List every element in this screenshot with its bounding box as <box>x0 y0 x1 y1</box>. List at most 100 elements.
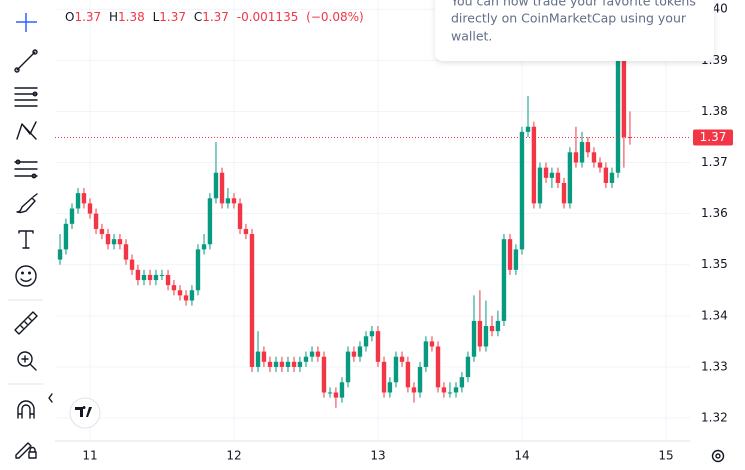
trend-line-tool[interactable] <box>14 49 38 73</box>
candle-body <box>105 234 111 245</box>
candle-body <box>597 162 603 168</box>
candle-body <box>465 356 471 378</box>
candle-body <box>441 387 447 393</box>
magnet-tool[interactable] <box>17 400 35 419</box>
x-tick-label: 15 <box>658 449 673 463</box>
candle-body <box>87 203 93 214</box>
lock-draw-tool[interactable] <box>15 442 37 459</box>
y-tick-label: 1.38 <box>701 104 728 118</box>
candle-body <box>537 167 543 204</box>
zoom-tool[interactable] <box>17 351 37 371</box>
candle-body <box>261 351 267 362</box>
candle-body <box>591 152 597 163</box>
candle-body <box>621 29 627 137</box>
candle-body <box>435 346 441 388</box>
candle-body <box>519 131 525 250</box>
popup-card <box>435 0 714 61</box>
legend-label: O <box>65 10 74 24</box>
candle-body <box>285 361 291 367</box>
candle-body <box>273 361 279 367</box>
candle-body <box>453 387 459 393</box>
candle-body <box>561 182 567 204</box>
candle-body <box>585 142 591 153</box>
candle-body <box>69 208 75 224</box>
candle-body <box>573 152 579 163</box>
candle-body <box>489 326 495 332</box>
candle-body <box>129 259 135 270</box>
candle-body <box>423 341 429 367</box>
candle-body <box>75 193 81 209</box>
candle-body <box>195 249 201 291</box>
candle-body <box>615 29 621 173</box>
candle-body <box>447 392 453 394</box>
candle-body <box>531 126 537 204</box>
fib-tool[interactable] <box>14 159 38 179</box>
ruler-tool[interactable] <box>14 311 38 335</box>
y-tick-label: 1.32 <box>701 411 728 425</box>
text-tool[interactable] <box>18 230 34 249</box>
popup: You can now trade your favorite tokens d… <box>435 0 714 61</box>
legend-value: 1.38 <box>118 10 145 24</box>
candle-body <box>579 142 585 163</box>
candle-body <box>555 172 561 183</box>
candle-body <box>147 274 153 281</box>
candle-body <box>201 244 207 250</box>
candle-body <box>609 172 615 183</box>
grid <box>55 0 690 440</box>
candle-body <box>549 172 555 178</box>
candle-body <box>99 228 105 235</box>
crosshair-tool[interactable] <box>16 13 37 32</box>
candle-body <box>249 234 255 367</box>
candles <box>57 0 633 408</box>
candle-body <box>381 361 387 393</box>
settings-button[interactable] <box>711 449 725 463</box>
collapse-handle[interactable] <box>46 386 54 410</box>
candle-body <box>375 331 381 362</box>
candle-body <box>309 351 315 357</box>
candle-body <box>117 239 123 245</box>
candle-body <box>243 228 249 235</box>
pattern-tool[interactable] <box>16 121 37 140</box>
candle-body <box>459 377 465 388</box>
candle-body <box>483 326 489 347</box>
toolbar <box>8 13 54 459</box>
legend-value: 1.37 <box>74 10 101 24</box>
candle-body <box>279 361 285 367</box>
y-tick-label: 1.36 <box>701 206 728 220</box>
legend-value: 1.37 <box>202 10 229 24</box>
x-tick-label: 12 <box>226 449 241 463</box>
candle-body <box>237 203 243 229</box>
x-tick-label: 13 <box>370 449 385 463</box>
candle-body <box>369 331 375 337</box>
candle-body <box>171 285 177 291</box>
candle-body <box>189 290 195 301</box>
candle-body <box>477 320 483 347</box>
y-tick-label: 1.33 <box>701 359 728 373</box>
brush-tool[interactable] <box>16 193 38 214</box>
candle-body <box>399 356 405 362</box>
emoji-tool[interactable] <box>15 265 37 287</box>
tradingview-logo[interactable] <box>69 397 101 429</box>
candle-body <box>207 198 213 245</box>
candle-body <box>543 167 549 178</box>
price-tag <box>693 129 733 146</box>
candle-body <box>165 274 171 286</box>
candle-body <box>57 249 63 260</box>
candle-body <box>219 172 225 204</box>
candle-body <box>123 244 129 260</box>
candle-body <box>183 295 189 301</box>
lines-tool[interactable] <box>14 87 38 107</box>
candle-body <box>303 356 309 362</box>
candle-body <box>351 351 357 357</box>
candle-body <box>291 361 297 367</box>
candle-body <box>213 172 219 199</box>
candle-body <box>177 290 183 296</box>
y-tick-label: 1.37 <box>701 155 728 169</box>
candle-body <box>141 274 147 281</box>
candle-body <box>267 361 273 367</box>
legend-label: H <box>109 10 118 24</box>
candle-body <box>567 152 573 204</box>
candle-body <box>111 239 117 245</box>
